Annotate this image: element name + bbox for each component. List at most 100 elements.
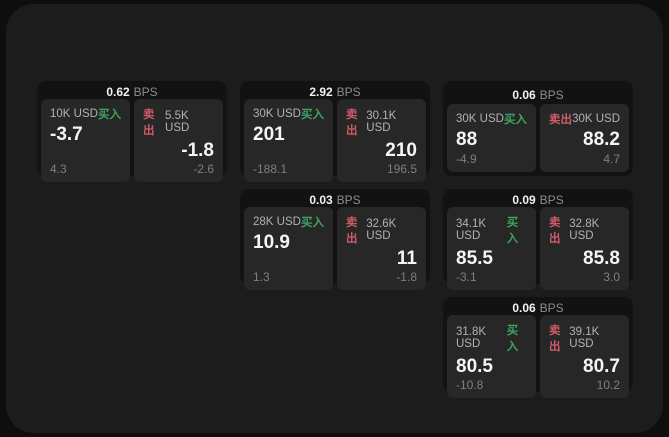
quote-card: 0.06 BPS 30K USD 买入 88 -4.9 卖出 30K USD 8…	[443, 81, 633, 176]
card-header: 0.03 BPS	[244, 193, 426, 207]
sell-panel[interactable]: 卖出 32.6K USD 11 -1.8	[337, 207, 426, 290]
bps-value: 0.06	[512, 87, 536, 102]
sell-price: 85.8	[583, 248, 620, 269]
bps-value: 2.92	[309, 85, 333, 99]
buy-delta: -3.1	[456, 269, 477, 284]
sell-size: 32.6K USD	[366, 218, 397, 242]
buy-price: 201	[253, 124, 285, 145]
buy-size: 30K USD	[253, 108, 301, 120]
buy-size: 10K USD	[50, 108, 98, 120]
quote-panels: 30K USD 买入 88 -4.9 卖出 30K USD 88.2 4.7	[447, 104, 629, 172]
buy-delta: 4.3	[50, 161, 67, 176]
buy-panel[interactable]: 30K USD 买入 88 -4.9	[447, 104, 536, 172]
buy-label: 买入	[506, 217, 519, 245]
sell-price: -1.8	[181, 140, 214, 161]
sell-price: 88.2	[583, 129, 620, 150]
sell-label: 卖出	[346, 109, 358, 137]
sell-label: 卖出	[346, 217, 358, 245]
buy-delta: 1.3	[253, 269, 270, 284]
bps-unit-label: BPS	[336, 193, 361, 207]
app-surface: 0.62 BPS 10K USD 买入 -3.7 4.3 卖出 5.5K USD…	[6, 4, 663, 433]
card-header: 0.62 BPS	[41, 85, 223, 99]
buy-label: 买入	[504, 114, 527, 126]
buy-label: 买入	[301, 217, 324, 229]
buy-price: 10.9	[253, 232, 290, 253]
sell-price: 80.7	[583, 356, 620, 377]
buy-price: 85.5	[456, 248, 493, 269]
sell-label: 卖出	[549, 217, 561, 245]
buy-price: -3.7	[50, 124, 83, 145]
buy-panel-header: 31.8K USD 买入	[456, 322, 527, 354]
sell-size: 32.8K USD	[569, 218, 600, 242]
sell-panel[interactable]: 卖出 39.1K USD 80.7 10.2	[540, 315, 629, 398]
bps-unit-label: BPS	[539, 301, 564, 315]
card-header: 0.06 BPS	[447, 301, 629, 315]
quote-panels: 31.8K USD 买入 80.5 -10.8 卖出 39.1K USD 80.…	[447, 315, 629, 398]
sell-size: 30.1K USD	[366, 110, 397, 134]
sell-panel[interactable]: 卖出 30.1K USD 210 196.5	[337, 99, 426, 182]
bps-unit-label: BPS	[336, 85, 361, 99]
sell-size: 39.1K USD	[569, 326, 600, 350]
buy-panel-header: 28K USD 买入	[253, 214, 324, 230]
buy-delta: -188.1	[253, 161, 288, 176]
sell-delta: -2.6	[193, 161, 214, 176]
buy-label: 买入	[98, 109, 121, 121]
sell-label: 卖出	[549, 114, 572, 126]
quote-panels: 10K USD 买入 -3.7 4.3 卖出 5.5K USD -1.8 -2.…	[41, 99, 223, 182]
buy-label: 买入	[506, 325, 519, 353]
buy-label: 买入	[301, 109, 324, 121]
sell-panel-header: 卖出 39.1K USD	[549, 322, 620, 354]
sell-price: 11	[396, 248, 417, 269]
buy-size: 31.8K USD	[456, 326, 487, 350]
sell-panel[interactable]: 卖出 30K USD 88.2 4.7	[540, 104, 629, 172]
sell-price: 210	[385, 140, 417, 161]
bps-value: 0.06	[512, 301, 536, 315]
sell-panel-header: 卖出 32.6K USD	[346, 214, 417, 246]
sell-size: 5.5K USD	[165, 110, 190, 134]
sell-delta: 196.5	[386, 161, 417, 176]
buy-size: 30K USD	[456, 113, 504, 125]
bps-unit-label: BPS	[539, 87, 564, 102]
buy-price: 88	[456, 129, 478, 150]
buy-size: 28K USD	[253, 216, 301, 228]
buy-panel[interactable]: 30K USD 买入 201 -188.1	[244, 99, 333, 182]
buy-panel[interactable]: 28K USD 买入 10.9 1.3	[244, 207, 333, 290]
bps-unit-label: BPS	[539, 193, 564, 207]
quote-grid: 0.62 BPS 10K USD 买入 -3.7 4.3 卖出 5.5K USD…	[37, 81, 633, 398]
sell-delta: 10.2	[596, 377, 620, 392]
bps-unit-label: BPS	[133, 85, 158, 99]
card-header: 2.92 BPS	[244, 85, 426, 99]
quote-card: 0.06 BPS 31.8K USD 买入 80.5 -10.8 卖出 39.1…	[443, 297, 633, 398]
sell-panel-header: 卖出 30K USD	[549, 111, 620, 127]
card-header: 0.09 BPS	[447, 193, 629, 207]
buy-delta: -4.9	[456, 152, 477, 166]
sell-panel-header: 卖出 32.8K USD	[549, 214, 620, 246]
sell-label: 卖出	[549, 325, 561, 353]
buy-panel[interactable]: 31.8K USD 买入 80.5 -10.8	[447, 315, 536, 398]
quote-card: 0.09 BPS 34.1K USD 买入 85.5 -3.1 卖出 32.8K…	[443, 189, 633, 290]
buy-panel-header: 30K USD 买入	[253, 106, 324, 122]
quote-card: 0.62 BPS 10K USD 买入 -3.7 4.3 卖出 5.5K USD…	[37, 81, 227, 182]
bps-value: 0.03	[309, 193, 333, 207]
quote-panels: 34.1K USD 买入 85.5 -3.1 卖出 32.8K USD 85.8…	[447, 207, 629, 290]
buy-panel[interactable]: 34.1K USD 买入 85.5 -3.1	[447, 207, 536, 290]
quote-panels: 30K USD 买入 201 -188.1 卖出 30.1K USD 210 1…	[244, 99, 426, 182]
quote-card: 0.03 BPS 28K USD 买入 10.9 1.3 卖出 32.6K US…	[240, 189, 430, 290]
quote-card: 2.92 BPS 30K USD 买入 201 -188.1 卖出 30.1K …	[240, 81, 430, 182]
sell-panel[interactable]: 卖出 32.8K USD 85.8 3.0	[540, 207, 629, 290]
buy-panel-header: 34.1K USD 买入	[456, 214, 527, 246]
sell-size: 30K USD	[572, 113, 620, 125]
card-header: 0.06 BPS	[447, 85, 629, 104]
sell-delta: -1.8	[396, 269, 417, 284]
sell-panel[interactable]: 卖出 5.5K USD -1.8 -2.6	[134, 99, 223, 182]
bps-value: 0.62	[106, 85, 130, 99]
buy-panel-header: 10K USD 买入	[50, 106, 121, 122]
sell-delta: 3.0	[603, 269, 620, 284]
sell-delta: 4.7	[603, 152, 620, 166]
buy-panel[interactable]: 10K USD 买入 -3.7 4.3	[41, 99, 130, 182]
bps-value: 0.09	[512, 193, 536, 207]
buy-panel-header: 30K USD 买入	[456, 111, 527, 127]
buy-price: 80.5	[456, 356, 493, 377]
sell-panel-header: 卖出 5.5K USD	[143, 106, 214, 138]
buy-delta: -10.8	[456, 377, 484, 392]
